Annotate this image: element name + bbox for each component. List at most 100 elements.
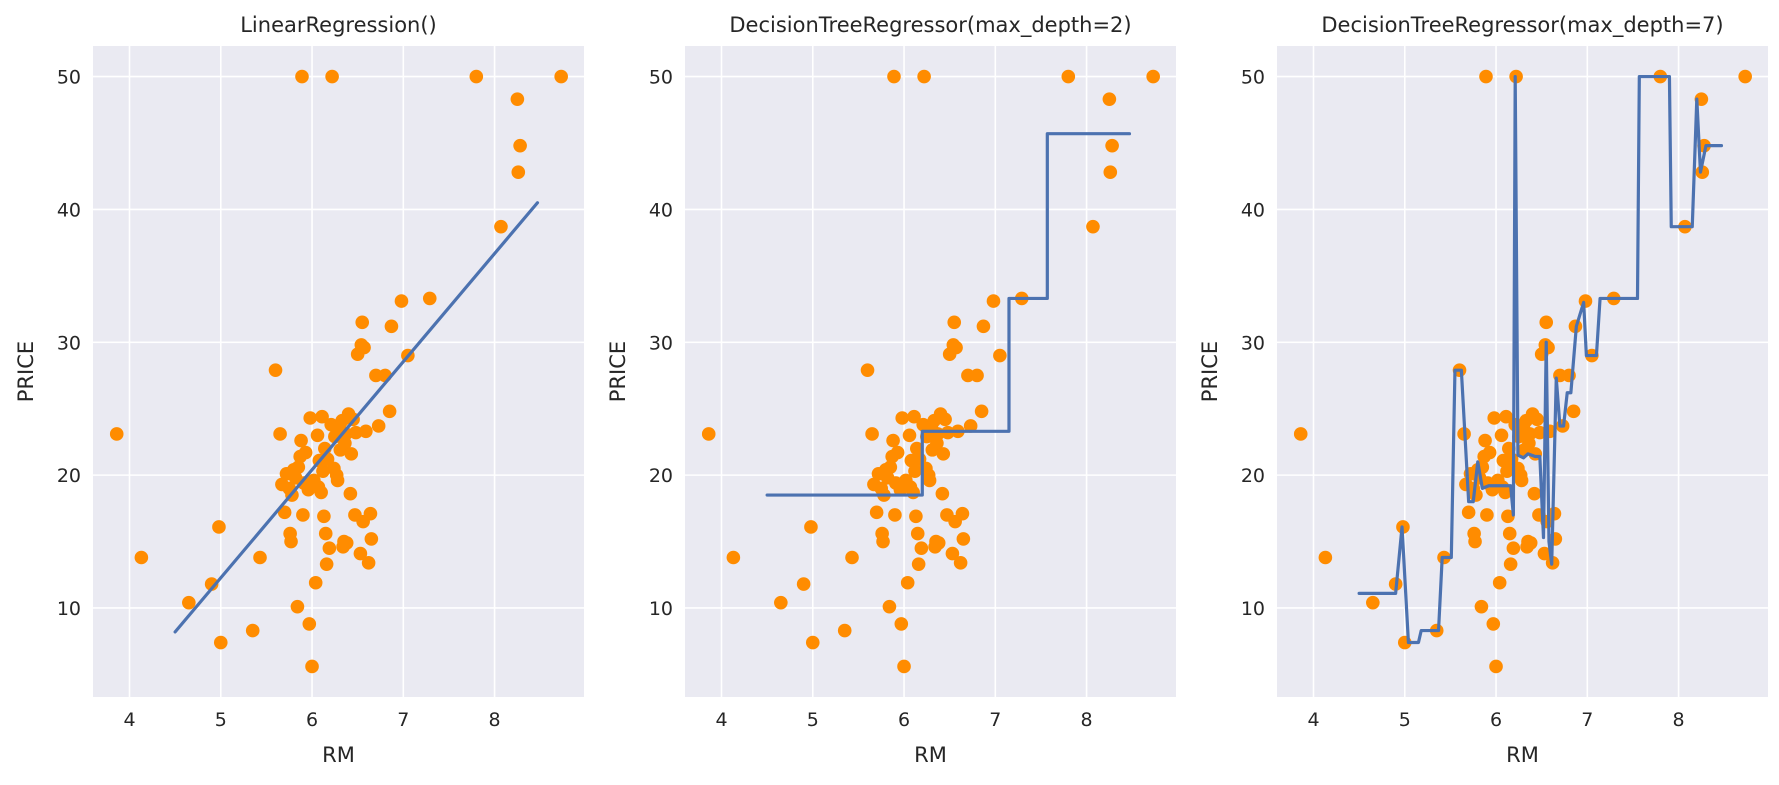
data-point <box>910 526 925 541</box>
data-point <box>277 505 292 520</box>
subplot-2: 4 5 6 7 8 10 20 30 40 50 DecisionTreeRegressor(max… <box>606 13 1176 767</box>
y-axis-label: PRICE <box>606 341 630 402</box>
data-point <box>268 363 283 377</box>
x-tick-label: 6 <box>898 709 910 731</box>
data-point <box>701 427 716 441</box>
data-point <box>1578 294 1593 308</box>
data-point <box>554 69 568 84</box>
data-point <box>949 340 963 355</box>
data-point <box>355 315 370 330</box>
x-axis-label: RM <box>322 743 355 767</box>
data-point <box>895 411 910 425</box>
x-tick-label: 6 <box>1490 709 1502 731</box>
data-point <box>494 219 508 234</box>
data-point <box>963 419 978 433</box>
data-point <box>935 486 950 501</box>
data-point <box>363 506 378 521</box>
data-point <box>1487 411 1502 425</box>
data-point <box>245 623 260 638</box>
data-point <box>1468 534 1482 549</box>
data-point <box>955 506 970 521</box>
data-point <box>349 425 363 440</box>
y-tick-label: 50 <box>1241 67 1265 89</box>
data-point <box>1500 464 1514 478</box>
data-point <box>302 617 317 631</box>
x-tick-label: 4 <box>1307 709 1319 731</box>
data-point <box>1486 617 1501 631</box>
regression-line <box>765 132 1132 497</box>
data-point <box>303 411 318 425</box>
data-point <box>330 473 345 488</box>
data-point <box>1474 599 1489 614</box>
data-point <box>910 441 924 456</box>
data-point <box>319 557 334 571</box>
data-point <box>182 595 196 610</box>
y-tick-label: 40 <box>649 199 673 221</box>
data-point <box>1502 526 1517 541</box>
x-tick-label: 7 <box>397 709 409 731</box>
data-point <box>1523 536 1538 550</box>
data-point <box>1478 433 1492 448</box>
data-point <box>339 536 354 550</box>
x-tick-label: 5 <box>807 709 819 731</box>
data-point <box>936 447 951 461</box>
subplot-1: 4 5 6 7 8 10 20 30 40 50 LinearRegression() RM PRICE <box>14 13 584 767</box>
plot-area <box>685 46 1176 697</box>
data-point <box>931 536 946 550</box>
data-point <box>384 319 399 334</box>
data-point <box>382 404 397 419</box>
data-point <box>1533 425 1547 440</box>
x-tick-label: 7 <box>989 709 1001 731</box>
data-point <box>908 464 922 478</box>
data-point <box>294 433 308 448</box>
data-point <box>902 428 917 443</box>
data-point <box>310 428 325 443</box>
data-point <box>1492 575 1507 590</box>
data-point <box>970 368 984 383</box>
data-point <box>900 575 915 590</box>
data-point <box>906 485 920 500</box>
data-point <box>993 348 1007 363</box>
data-point <box>1530 412 1544 427</box>
data-point <box>1503 557 1518 571</box>
data-point <box>511 165 526 180</box>
data-point <box>886 433 900 448</box>
data-point <box>1086 219 1100 234</box>
x-tick-label: 5 <box>1399 709 1411 731</box>
data-point <box>361 556 376 570</box>
data-point <box>911 557 926 571</box>
y-tick-label: 30 <box>57 332 81 354</box>
data-point <box>359 424 373 439</box>
data-point <box>1146 69 1160 84</box>
data-point <box>1541 340 1555 355</box>
x-axis-label: RM <box>1506 743 1539 767</box>
data-point <box>845 550 859 565</box>
chart-title: LinearRegression() <box>240 13 437 37</box>
y-axis-label: PRICE <box>14 341 38 402</box>
y-axis-label: PRICE <box>1198 341 1222 402</box>
data-point <box>894 617 909 631</box>
data-point <box>1566 404 1581 419</box>
data-point <box>1498 485 1512 500</box>
y-tick-label: 30 <box>649 332 673 354</box>
y-tick-label: 20 <box>1241 465 1265 487</box>
data-point <box>422 291 437 306</box>
data-point <box>914 541 929 555</box>
y-tick-label: 10 <box>649 598 673 620</box>
data-point <box>1539 315 1554 330</box>
data-point <box>295 69 309 84</box>
y-tick-label: 10 <box>1241 598 1265 620</box>
data-point <box>888 508 902 522</box>
data-point <box>953 556 968 570</box>
data-point <box>796 577 811 591</box>
data-point <box>869 505 884 520</box>
y-tick-label: 50 <box>57 67 81 89</box>
data-point <box>1482 445 1497 460</box>
x-axis-label: RM <box>914 743 947 767</box>
data-point <box>290 599 305 614</box>
data-point <box>1537 546 1552 561</box>
y-tick-label: 20 <box>649 465 673 487</box>
x-tick-label: 8 <box>1673 709 1685 731</box>
data-point <box>917 69 931 84</box>
